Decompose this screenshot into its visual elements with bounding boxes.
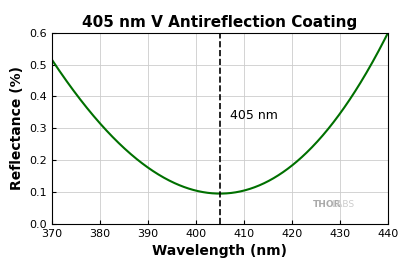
Text: THOR: THOR <box>312 200 341 209</box>
Y-axis label: Reflectance (%): Reflectance (%) <box>10 66 24 190</box>
Title: 405 nm V Antireflection Coating: 405 nm V Antireflection Coating <box>82 15 358 30</box>
Text: LABS: LABS <box>332 200 355 209</box>
X-axis label: Wavelength (nm): Wavelength (nm) <box>152 244 288 258</box>
Text: 405 nm: 405 nm <box>230 109 278 122</box>
